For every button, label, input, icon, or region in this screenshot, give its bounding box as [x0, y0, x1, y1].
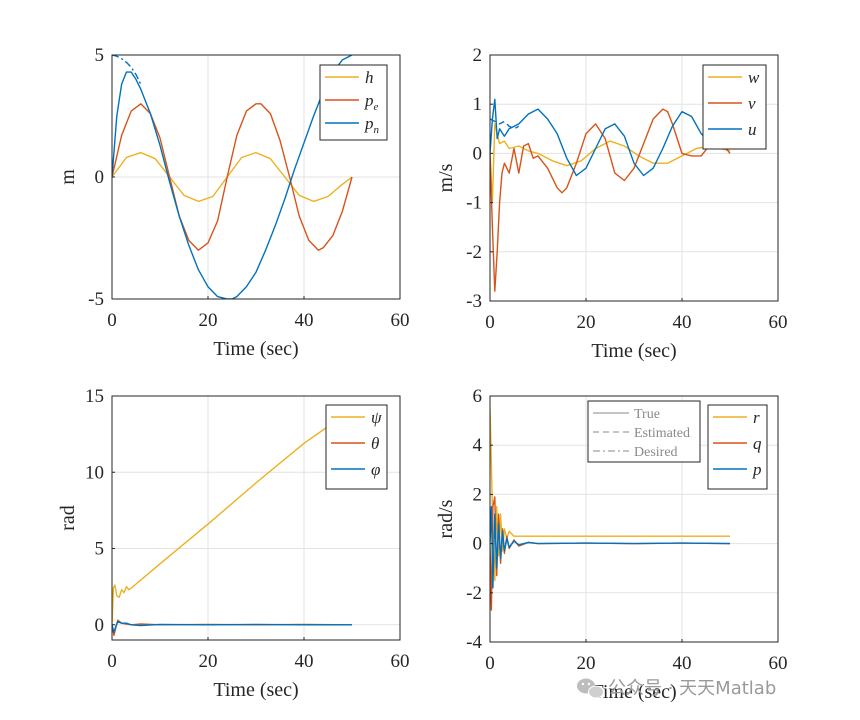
rates-xtick-label: 20 [577, 653, 596, 674]
velocity-xtick-label: 40 [673, 312, 692, 333]
rates-xlabel: Time (sec) [591, 681, 676, 703]
attitude-xtick-label: 60 [391, 651, 410, 672]
rates-series-line [490, 506, 731, 589]
velocity-ytick-label: 1 [473, 94, 483, 115]
wechat-icon [577, 678, 604, 699]
attitude-series-line [112, 425, 329, 625]
attitude-chart: 0 20 40 60 0 5 10 15 Time (sec) rad ψθφ [57, 386, 410, 701]
velocity-ytick-label: 0 [473, 143, 483, 164]
style-legend-desired-label: Desired [634, 445, 678, 460]
style-legend-true-label: True [634, 407, 660, 422]
rates-ytick-label: 4 [473, 435, 483, 456]
velocity-xtick-label: 20 [577, 312, 596, 333]
velocity-xtick-label: 60 [769, 312, 788, 333]
velocity-legend-label: v [748, 94, 756, 113]
position-xtick-label: 40 [295, 310, 314, 331]
attitude-ylabel: rad [57, 505, 79, 531]
velocity-legend-label: w [748, 68, 760, 87]
velocity-xtick-label: 0 [485, 312, 495, 333]
rates-ytick-label: 0 [473, 534, 483, 555]
velocity-legend-label: u [748, 120, 757, 139]
position-ylabel: m [57, 169, 79, 185]
position-ytick-label: 0 [95, 167, 105, 188]
position-ytick-label: 5 [95, 45, 105, 66]
position-ytick-label: -5 [88, 289, 104, 310]
velocity-ytick-label: 2 [473, 45, 483, 66]
rates-ylabel: rad/s [435, 499, 457, 538]
rates-ytick-label: -2 [466, 583, 482, 604]
velocity-ytick-label: -2 [466, 242, 482, 263]
rates-legend-label: q [753, 434, 762, 453]
position-series-line [112, 151, 353, 203]
position-legend-subscript: n [374, 124, 380, 136]
position-xtick-label: 60 [391, 310, 410, 331]
attitude-axes-box [111, 395, 401, 641]
position-xtick-label: 20 [199, 310, 218, 331]
velocity-series-line [490, 108, 731, 292]
velocity-series-line [490, 118, 520, 130]
position-legend-subscript: e [374, 101, 379, 113]
attitude-legend-box [325, 404, 388, 490]
rates-legend-label: p [752, 460, 762, 479]
velocity-chart: 0 20 40 60 -3 -2 -1 0 1 2 Time (sec) m/s wvu [435, 45, 788, 362]
attitude-xtick-label: 20 [199, 651, 218, 672]
rates-legend-box [707, 404, 768, 490]
velocity-series-line [490, 123, 731, 204]
watermark: 公众号 · 天天Matlab [577, 678, 776, 699]
velocity-ytick-label: -1 [466, 193, 482, 214]
attitude-series-line [112, 621, 352, 634]
attitude-xlabel: Time (sec) [213, 679, 298, 701]
attitude-ytick-label: 10 [85, 462, 104, 483]
attitude-legend-label: θ [371, 434, 379, 453]
position-legend-label: h [365, 68, 374, 87]
attitude-xtick-label: 40 [295, 651, 314, 672]
attitude-legend-label: φ [371, 460, 380, 479]
velocity-xlabel: Time (sec) [591, 340, 676, 362]
velocity-series-line [490, 98, 731, 177]
attitude-ytick-label: 0 [95, 615, 105, 636]
rates-xtick-label: 0 [485, 653, 495, 674]
position-series-line [112, 55, 353, 299]
rates-legend-label: r [753, 408, 760, 427]
rates-chart: 0 20 40 60 -4 -2 0 2 4 6 Time (sec) rad/s rqp [435, 386, 788, 703]
attitude-legend-label: ψ [371, 408, 382, 427]
velocity-ytick-label: -3 [466, 291, 482, 312]
rates-ytick-label: 6 [473, 386, 483, 407]
position-xlabel: Time (sec) [213, 338, 298, 360]
rates-ytick-label: -4 [466, 632, 482, 653]
attitude-xtick-label: 0 [107, 651, 117, 672]
rates-xtick-label: 60 [769, 653, 788, 674]
line-style-legend: True Estimated Desired [587, 400, 701, 463]
rates-legend: rqp [707, 404, 768, 490]
attitude-legend: ψθφ [325, 404, 388, 490]
position-series-line [112, 103, 353, 251]
velocity-legend: wvu [702, 64, 767, 150]
rates-series-line [490, 408, 730, 582]
velocity-legend-box [702, 64, 767, 150]
position-series-line [112, 55, 142, 85]
attitude-ytick-label: 15 [85, 386, 104, 407]
watermark-text: 公众号 · 天天Matlab [608, 678, 776, 699]
rates-ytick-label: 2 [473, 484, 483, 505]
style-legend-estimated-label: Estimated [634, 426, 690, 441]
velocity-axes-box [489, 54, 779, 302]
rates-xtick-label: 40 [673, 653, 692, 674]
position-xtick-label: 0 [107, 310, 117, 331]
velocity-ylabel: m/s [435, 163, 457, 192]
rates-axes-box [489, 395, 779, 643]
attitude-ytick-label: 5 [95, 539, 105, 560]
